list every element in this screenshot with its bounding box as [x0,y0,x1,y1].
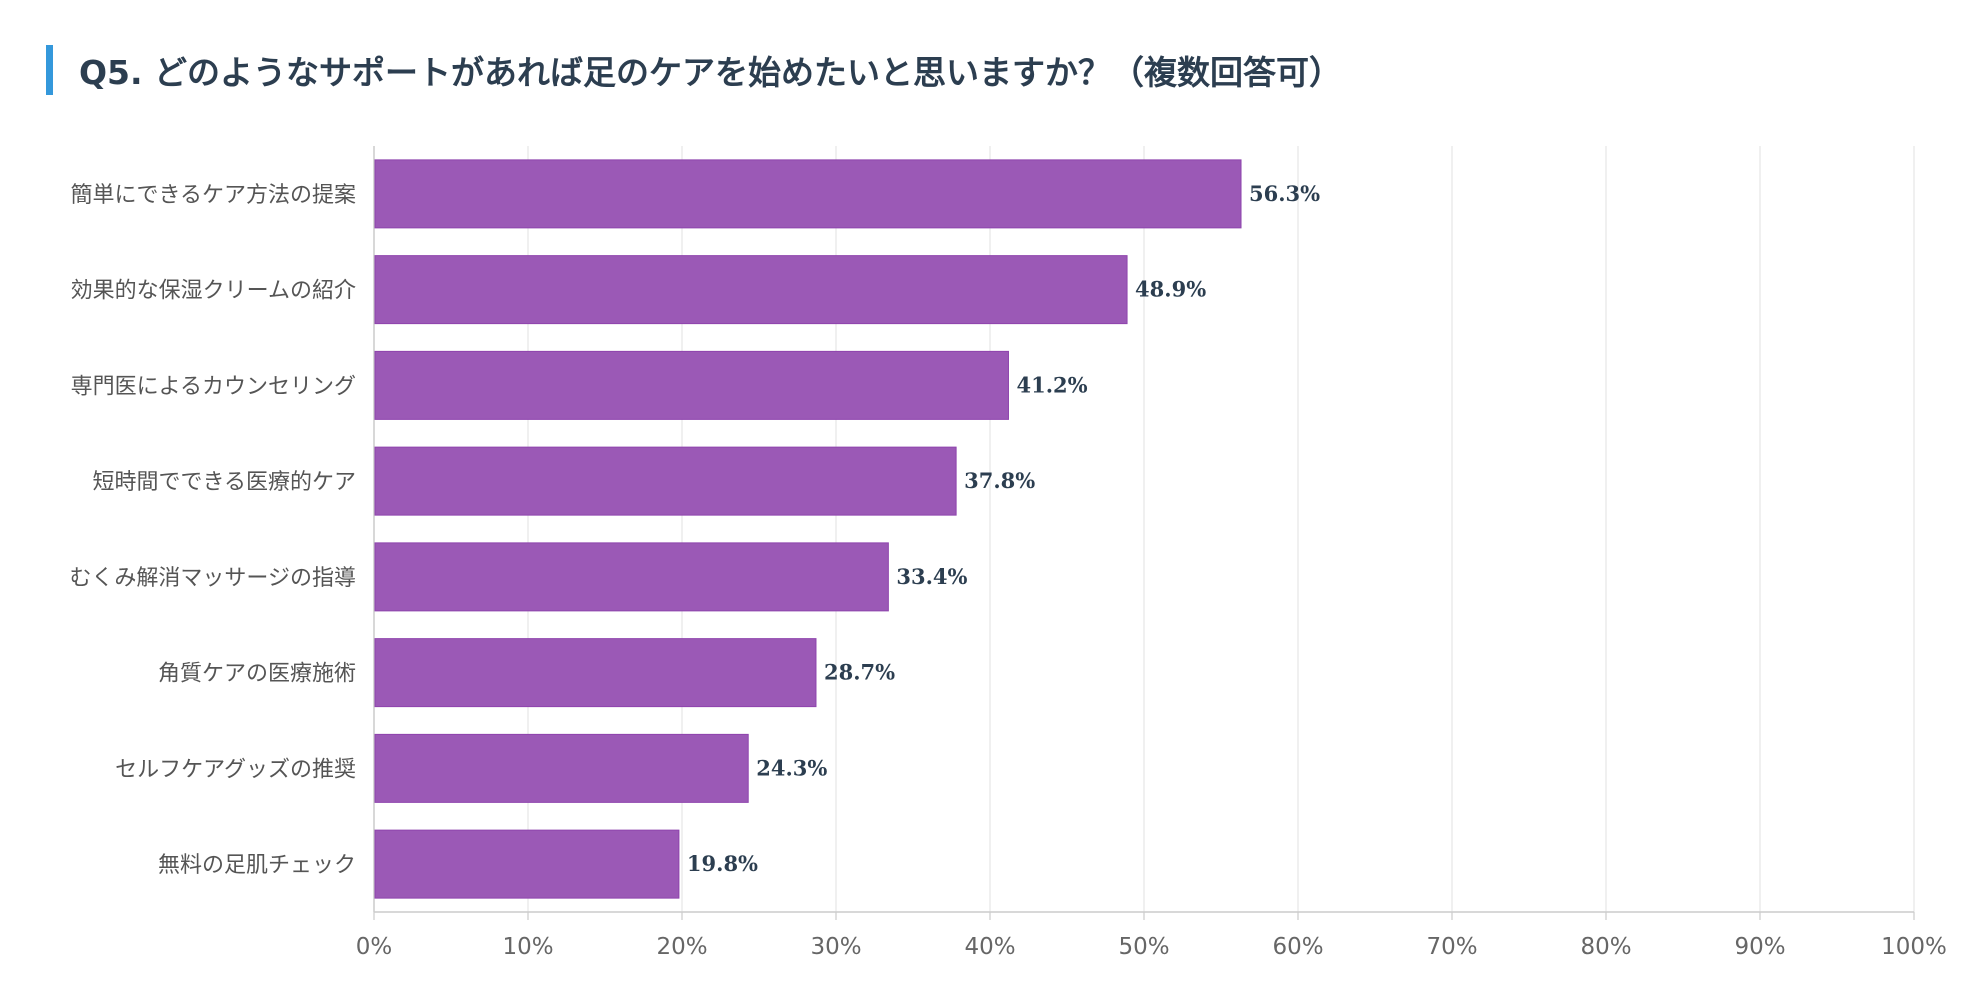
x-tick-label: 90% [1734,934,1785,960]
value-labels: 56.3% 48.9% 41.2% 37.8% 33.4% 28.7% 24.3% 19.8% [687,181,1320,876]
x-tick-label: 80% [1580,934,1631,960]
chart-title-block: Q5. どのようなサポートがあれば足のケアを始めたいと思いますか？（複数回答可） [46,44,1342,96]
x-tick-label: 50% [1118,934,1169,960]
x-tick-label: 0% [356,934,393,960]
category-label: 効果的な保湿クリームの紹介 [71,279,356,304]
title-accent-bar [46,45,53,95]
value-label: 37.8% [964,468,1035,493]
bar [374,829,680,899]
x-tick-label: 70% [1426,934,1477,960]
bar [374,159,1242,229]
value-label: 48.9% [1135,277,1206,302]
value-label: 24.3% [756,755,827,780]
bar [374,446,957,516]
category-label: 簡単にできるケア方法の提案 [70,183,356,208]
x-tick-label: 100% [1881,934,1947,960]
value-label: 41.2% [1016,372,1087,397]
value-label: 19.8% [687,851,758,876]
category-label: 無料の足肌チェック [158,853,356,878]
bar [374,542,889,612]
bar [374,255,1128,325]
category-labels: 簡単にできるケア方法の提案効果的な保湿クリームの紹介専門医によるカウンセリング短… [70,183,356,878]
bar [374,350,1009,420]
category-label: 専門医によるカウンセリング [71,374,356,399]
category-label: むくみ解消マッサージの指導 [70,566,356,591]
bar [374,733,749,803]
x-tick-labels: 0% 10% 20% 30% 40% 50% 60% 70% 80% 90% 100% [356,934,1947,960]
bar [374,638,817,708]
value-label: 33.4% [896,564,967,589]
x-tick-label: 30% [810,934,861,960]
x-tick-label: 60% [1272,934,1323,960]
category-label: セルフケアグッズの推奨 [115,757,356,782]
x-tick-label: 10% [502,934,553,960]
category-label: 短時間でできる医療的ケア [92,470,356,495]
x-tick-label: 40% [964,934,1015,960]
x-tick-label: 20% [656,934,707,960]
value-label: 56.3% [1249,181,1320,206]
bars [374,159,1242,899]
category-label: 角質ケアの医療施術 [158,662,356,687]
chart-title: Q5. どのようなサポートがあれば足のケアを始めたいと思いますか？（複数回答可） [79,53,1343,92]
value-label: 28.7% [824,660,895,685]
axes [373,146,1915,920]
